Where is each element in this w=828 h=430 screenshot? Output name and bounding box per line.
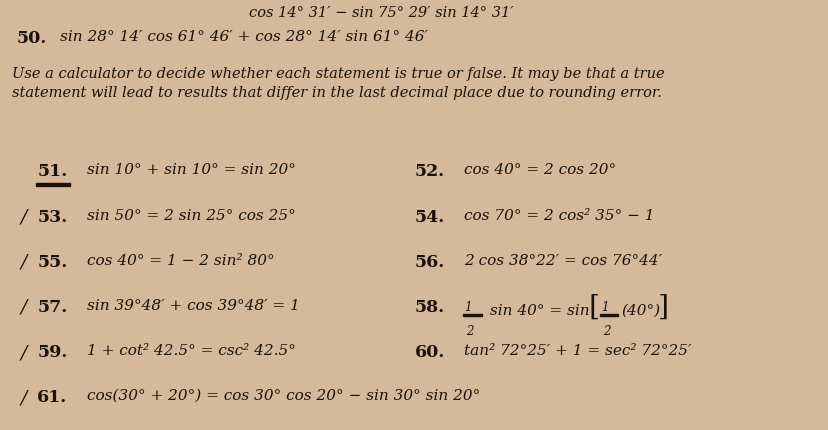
Text: 54.: 54. [414, 209, 444, 226]
Text: sin 40° = sin: sin 40° = sin [484, 304, 589, 318]
Text: 52.: 52. [414, 163, 444, 181]
Text: 57.: 57. [37, 299, 67, 316]
Text: /: / [21, 209, 27, 227]
Text: 2: 2 [465, 325, 473, 338]
Text: 60.: 60. [414, 344, 445, 361]
Text: 1: 1 [600, 301, 608, 314]
Text: /: / [21, 344, 27, 362]
Text: ]: ] [657, 294, 667, 321]
Bar [36, 183, 70, 186]
Text: 56.: 56. [414, 254, 444, 271]
Text: [: [ [588, 294, 599, 321]
Text: 55.: 55. [37, 254, 67, 271]
Text: 53.: 53. [37, 209, 67, 226]
Text: sin 10° + sin 10° = sin 20°: sin 10° + sin 10° = sin 20° [87, 163, 296, 178]
Text: /: / [21, 389, 27, 407]
Text: statement will lead to results that differ in the last decimal place due to roun: statement will lead to results that diff… [12, 86, 662, 100]
Text: Use a calculator to decide whether each statement is true or false. It may be th: Use a calculator to decide whether each … [12, 67, 664, 81]
Text: 1 + cot² 42.5° = csc² 42.5°: 1 + cot² 42.5° = csc² 42.5° [87, 344, 296, 358]
Text: sin 50° = 2 sin 25° cos 25°: sin 50° = 2 sin 25° cos 25° [87, 209, 296, 223]
Text: cos 70° = 2 cos² 35° − 1: cos 70° = 2 cos² 35° − 1 [464, 209, 654, 223]
Text: 59.: 59. [37, 344, 68, 361]
Text: 1: 1 [464, 301, 471, 314]
Text: sin 39°48′ + cos 39°48′ = 1: sin 39°48′ + cos 39°48′ = 1 [87, 299, 300, 313]
Text: cos 40° = 2 cos 20°: cos 40° = 2 cos 20° [464, 163, 616, 178]
Text: /: / [21, 254, 27, 272]
Text: cos 40° = 1 − 2 sin² 80°: cos 40° = 1 − 2 sin² 80° [87, 254, 274, 268]
Text: 51.: 51. [37, 163, 67, 181]
Text: tan² 72°25′ + 1 = sec² 72°25′: tan² 72°25′ + 1 = sec² 72°25′ [464, 344, 691, 358]
Text: sin 28° 14′ cos 61° 46′ + cos 28° 14′ sin 61° 46′: sin 28° 14′ cos 61° 46′ + cos 28° 14′ si… [60, 30, 427, 44]
Text: 50.: 50. [17, 30, 47, 47]
Text: cos(30° + 20°) = cos 30° cos 20° − sin 30° sin 20°: cos(30° + 20°) = cos 30° cos 20° − sin 3… [87, 389, 479, 403]
Text: 2 cos 38°22′ = cos 76°44′: 2 cos 38°22′ = cos 76°44′ [464, 254, 662, 268]
Text: (40°): (40°) [621, 304, 660, 318]
Text: 58.: 58. [414, 299, 444, 316]
Text: /: / [21, 299, 27, 317]
Text: cos 14° 31′ − sin 75° 29′ sin 14° 31′: cos 14° 31′ − sin 75° 29′ sin 14° 31′ [248, 6, 513, 21]
Bar [463, 314, 481, 316]
Bar [599, 314, 618, 316]
Text: 2: 2 [602, 325, 609, 338]
Text: 61.: 61. [37, 389, 67, 406]
